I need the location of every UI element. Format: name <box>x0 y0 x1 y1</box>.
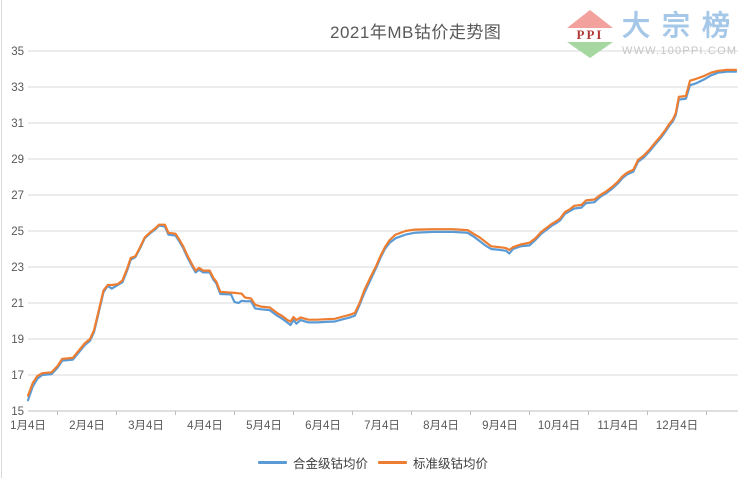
diamond-top-red-triangle-icon <box>567 10 613 28</box>
x-tick-label: 2月4日 <box>69 420 105 432</box>
brand-name: 大宗榜 <box>622 10 743 41</box>
x-tick-label: 8月4日 <box>423 420 459 432</box>
y-tick-label: 29 <box>11 154 24 166</box>
logo-text-block: 大宗榜 WWW.100PPI.COM <box>622 10 742 57</box>
legend-swatch-0 <box>257 461 287 464</box>
y-tick-label: 33 <box>11 82 24 94</box>
x-tick-label: 11月4日 <box>597 420 638 432</box>
x-tick-label: 6月4日 <box>305 420 341 432</box>
x-tick-label: 5月4日 <box>246 420 282 432</box>
x-tick-label: 10月4日 <box>538 420 580 432</box>
y-tick-label: 17 <box>11 370 24 382</box>
y-tick-label: 23 <box>11 262 24 274</box>
y-tick-label: 21 <box>11 298 24 310</box>
ppi-badge-text: PPI <box>576 27 604 42</box>
x-tick-label: 12月4日 <box>656 420 698 432</box>
x-tick-label: 3月4日 <box>128 420 164 432</box>
ppi-diamond-icon: PPI <box>567 10 613 58</box>
x-tick-label: 4月4日 <box>187 420 223 432</box>
y-tick-label: 25 <box>11 226 24 238</box>
site-url-watermark: WWW.100PPI.COM <box>622 45 738 57</box>
chart-left-border <box>1 0 2 478</box>
legend-item-alloy-grade: 合金级钴均价 <box>257 453 368 472</box>
y-tick-label: 35 <box>11 46 24 58</box>
legend-label-standard-grade: 标准级钴均价 <box>413 457 489 471</box>
x-tick-label: 7月4日 <box>364 420 400 432</box>
dazongbang-logo: PPI 大宗榜 WWW.100PPI.COM <box>567 10 742 58</box>
y-tick-label: 31 <box>11 118 24 130</box>
diamond-bottom-green-triangle-icon <box>567 42 613 58</box>
y-tick-label: 27 <box>11 190 24 202</box>
x-tick-label: 1月4日 <box>10 420 46 432</box>
legend: 合金级钴均价 标准级钴均价 <box>0 453 746 472</box>
y-tick-label: 15 <box>11 406 24 418</box>
y-tick-label: 19 <box>11 334 24 346</box>
legend-label-alloy-grade: 合金级钴均价 <box>292 457 368 471</box>
legend-swatch-1 <box>378 461 407 464</box>
series-line-1 <box>26 68 738 397</box>
series-line-0 <box>26 70 738 402</box>
x-tick-label: 9月4日 <box>482 420 518 432</box>
chart-title: 2021年MB钴价走势图 <box>330 23 502 42</box>
legend-item-standard-grade: 标准级钴均价 <box>378 453 488 472</box>
